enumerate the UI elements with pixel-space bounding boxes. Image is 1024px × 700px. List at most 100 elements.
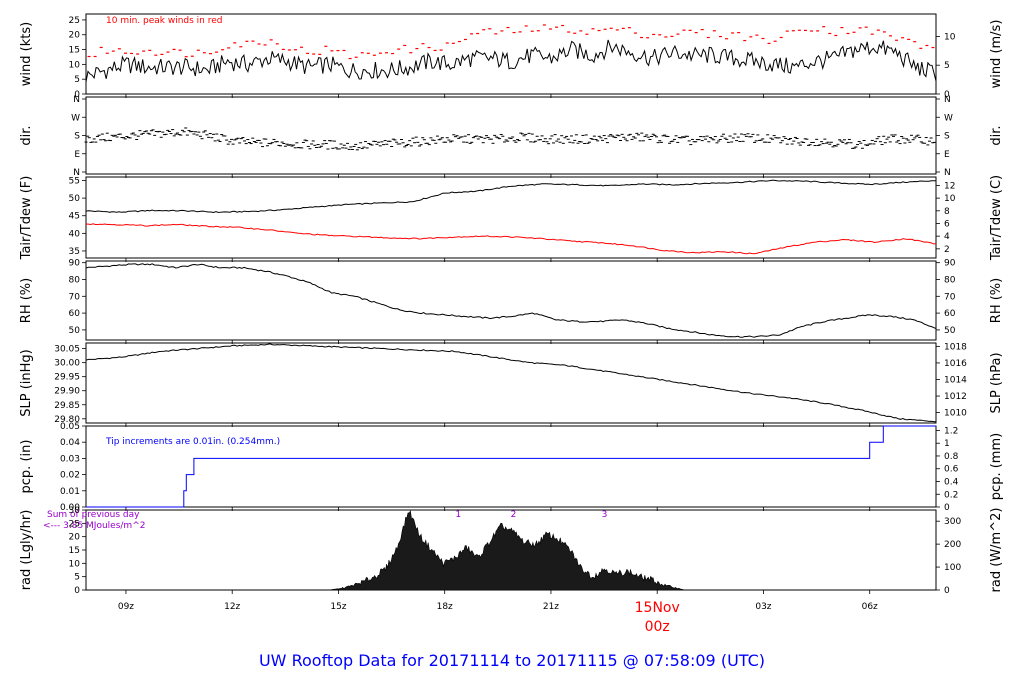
dir-frame: [85, 96, 937, 175]
rh-right-tick: 50: [944, 326, 956, 336]
pcp-left-tick: 0.04: [60, 438, 80, 448]
dir-left-tick: W: [71, 113, 80, 123]
pcp-right-tick: 0.8: [944, 452, 959, 462]
rad-hour-mark: 3: [602, 510, 608, 520]
slp-left-tick: 29.85: [54, 401, 80, 411]
slp-ylabel-right: SLP (hPa): [989, 352, 1004, 413]
rad-left-tick: 0: [74, 586, 80, 596]
slp-left-tick: 29.80: [54, 415, 80, 425]
dir-panel: dir. dir.N NE ES SW WN N: [19, 95, 1004, 178]
air-temperature-line: [85, 179, 936, 214]
chart-title: UW Rooftop Data for 20171114 to 20171115…: [259, 651, 765, 670]
wind-frame: [85, 13, 937, 95]
dir-left-tick: S: [74, 132, 80, 142]
dir-left-tick: N: [73, 168, 80, 178]
temp-frame: [85, 176, 937, 259]
wind-left-tick: 0: [74, 90, 80, 100]
pcp-left-tick: 0.02: [60, 471, 80, 481]
pcp-annotation: Tip increments are 0.01in. (0.254mm.): [105, 437, 280, 447]
temp-ylabel-right: Tair/Tdew (C): [989, 175, 1004, 261]
temp-right-tick: 4: [944, 232, 950, 242]
wind-ylabel-right: wind (m/s): [989, 20, 1004, 89]
wind-speed-line: [85, 39, 937, 82]
rh-left-tick: 90: [69, 259, 81, 269]
humidity-line: [85, 263, 937, 338]
rad-hour-mark: 2: [511, 510, 517, 520]
rad-left-tick: 5: [74, 573, 80, 583]
slp-right-tick: 1018: [944, 342, 967, 352]
pressure-line: [85, 343, 937, 423]
wind-right-tick: 0: [944, 90, 950, 100]
x-tick-label: 18z: [437, 602, 453, 612]
pcp-right-tick: 0.4: [944, 477, 959, 487]
rh-right-tick: 80: [944, 275, 956, 285]
solar-radiation-area: [328, 510, 686, 591]
wind-left-tick: 10: [69, 60, 81, 70]
rh-right-tick: 60: [944, 309, 956, 319]
rh-left-tick: 50: [69, 326, 81, 336]
pcp-ylabel-left: pcp. (in): [19, 440, 34, 494]
wind-right-tick: 10: [944, 32, 956, 42]
dir-right-tick: N: [944, 168, 951, 178]
rad-hour-mark: 1: [455, 510, 461, 520]
slp-right-tick: 1016: [944, 359, 967, 369]
rad-left-tick: 25: [69, 519, 80, 529]
rad-right-tick: 300: [944, 517, 961, 527]
x-tick-label: 21z: [543, 602, 559, 612]
slp-right-tick: 1012: [944, 392, 967, 402]
pcp-ylabel-right: pcp. (mm): [989, 433, 1004, 500]
wind-left-tick: 5: [74, 75, 80, 85]
temp-left-tick: 40: [69, 229, 81, 239]
rad-annotation-line2: <--- 3.85 MJoules/m^2: [43, 521, 145, 531]
dewpoint-line: [85, 223, 937, 255]
x-tick-label: 06z: [862, 602, 878, 612]
dir-ylabel-left: dir.: [19, 125, 34, 145]
x-tick-label: 15z: [330, 602, 346, 612]
wind-left-tick: 20: [69, 31, 81, 41]
pcp-left-tick: 0.03: [60, 454, 80, 464]
rad-left-tick: 10: [69, 559, 81, 569]
temp-left-tick: 45: [69, 212, 80, 222]
temp-left-tick: 55: [69, 177, 80, 187]
slp-right-tick: 1014: [944, 375, 967, 385]
wind-ylabel-left: wind (kts): [19, 22, 34, 86]
rad-ylabel-left: rad (Lgly/hr): [19, 510, 34, 591]
slp-panel: SLP (inHg) SLP (hPa): [19, 342, 1004, 424]
rad-right-tick: 100: [944, 563, 961, 573]
pcp-left-tick: 0.00: [60, 503, 80, 513]
slp-left-tick: 30.05: [54, 345, 80, 355]
rad-annotation-line1: Sum of previous day: [47, 510, 140, 520]
rh-frame: [85, 260, 937, 341]
rad-left-tick: 15: [69, 546, 80, 556]
slp-left-tick: 29.95: [54, 373, 80, 383]
dir-right-tick: E: [944, 150, 950, 160]
temp-right-tick: 6: [944, 219, 950, 229]
rh-left-tick: 80: [69, 275, 81, 285]
dir-left-tick: E: [74, 150, 80, 160]
slp-left-tick: 29.90: [54, 387, 80, 397]
dir-left-tick: N: [73, 95, 80, 105]
dir-ylabel-right: dir.: [989, 125, 1004, 145]
pcp-frame: [85, 425, 937, 508]
temp-ylabel-left: Tair/Tdew (F): [19, 176, 34, 261]
slp-left-tick: 30.00: [54, 359, 80, 369]
temp-right-tick: 12: [944, 181, 955, 191]
pcp-left-tick: 0.01: [60, 487, 80, 497]
pcp-right-tick: 0.6: [944, 465, 959, 475]
slp-frame: [85, 342, 937, 424]
wind-annotation: 10 min. peak winds in red: [106, 16, 223, 26]
rh-left-tick: 60: [69, 309, 81, 319]
date-label: 15Nov: [635, 600, 680, 616]
temp-panel: Tair/Tdew (F) Tair/Tdew (C): [19, 175, 1004, 261]
wind-left-tick: 25: [69, 16, 80, 26]
rh-panel: RH (%) RH (%): [19, 260, 1004, 341]
slp-right-tick: 1010: [944, 409, 967, 419]
x-tick-label: 12z: [224, 602, 240, 612]
pcp-right-tick: 0: [944, 503, 950, 513]
x-axis: 09z 12z 15z 18z 21z 03z 06z 15Nov 00z: [118, 94, 878, 635]
rh-ylabel-left: RH (%): [19, 278, 34, 323]
wind-right-tick: 5: [944, 61, 950, 71]
pcp-right-tick: 1: [944, 439, 950, 449]
dir-right-tick: S: [944, 132, 950, 142]
